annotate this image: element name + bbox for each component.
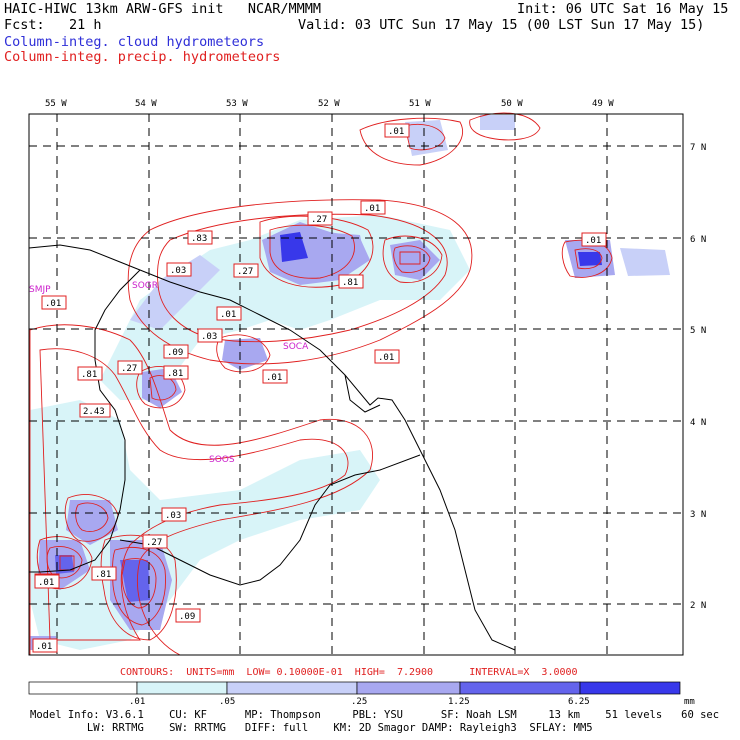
- colorbar-segment: [356, 681, 461, 695]
- colorbar-segment: [459, 681, 581, 695]
- colorbar-ticks: .01 .05 .25 1.25 6.25 mm: [129, 697, 695, 707]
- contour-label-box: [175, 608, 201, 623]
- contour-label: .27: [237, 267, 253, 277]
- contour-label: .01: [388, 127, 404, 137]
- colorbar-segment: [579, 681, 681, 695]
- colorbar-tick: .05: [219, 697, 235, 707]
- station-smjp: SMJP: [29, 285, 51, 295]
- contour-label: .27: [146, 538, 162, 548]
- station-soos: SOOS: [209, 455, 235, 465]
- station-labels: SMJP SOGR SOCA SOOS: [29, 281, 309, 465]
- contour-label: .27: [311, 215, 327, 225]
- lat-label: 6 N: [690, 235, 706, 245]
- contour-label-box: [338, 274, 364, 289]
- contour-label: .03: [165, 511, 181, 521]
- cloud-hydrometeor-shading: [30, 115, 670, 650]
- colorbar-units: mm: [684, 697, 695, 707]
- lat-label: 3 N: [690, 510, 706, 520]
- contour-label: .27: [121, 364, 137, 374]
- lon-label: 53 W: [226, 99, 248, 109]
- contour-label-box: [216, 306, 242, 321]
- lon-label: 55 W: [45, 99, 67, 109]
- contour-label-box: [360, 200, 386, 215]
- contour-label-box: [32, 638, 58, 653]
- colorbar-segment: [136, 681, 228, 695]
- contour-label-box: [77, 366, 103, 381]
- coastline: [28, 244, 516, 651]
- contour-label: .01: [266, 373, 282, 383]
- contour-label: .01: [36, 642, 52, 652]
- contour-label: .01: [378, 353, 394, 363]
- contour-label: .01: [45, 299, 61, 309]
- init-time: Init: 06 UTC Sat 16 May 15: [517, 1, 729, 17]
- contour-label: .81: [95, 570, 111, 580]
- legend-precip-hydrometeors: Column-integ. precip. hydrometeors: [4, 49, 281, 65]
- contour-label-box: [581, 232, 607, 247]
- lon-label: 51 W: [409, 99, 431, 109]
- lon-label: 52 W: [318, 99, 340, 109]
- contour-label: .81: [81, 370, 97, 380]
- lat-label: 7 N: [690, 143, 706, 153]
- longitude-labels: 55 W 54 W 53 W 52 W 51 W 50 W 49 W: [45, 99, 614, 109]
- colorbar-tick: 1.25: [448, 697, 470, 707]
- lat-label: 2 N: [690, 601, 706, 611]
- contour-label: .03: [201, 332, 217, 342]
- map-frame: [28, 113, 684, 656]
- contour-label-box: [374, 349, 400, 364]
- contour-label: .09: [167, 348, 183, 358]
- forecast-hour: Fcst: 21 h: [4, 17, 102, 33]
- model-info-line1: Model Info: V3.6.1 CU: KF MP: Thompson P…: [30, 709, 720, 721]
- contour-label: .01: [585, 236, 601, 246]
- contour-label-box: [142, 534, 168, 549]
- contour-label-box: [166, 262, 192, 277]
- station-soca: SOCA: [283, 342, 309, 352]
- station-sogr: SOGR: [132, 281, 158, 291]
- colorbar-tick: .25: [351, 697, 367, 707]
- contour-label: .81: [167, 369, 183, 379]
- lat-label: 5 N: [690, 326, 706, 336]
- contour-label: .03: [170, 266, 186, 276]
- contour-value-labels: .01 .01 .27 .01 .83 .01 .03 .27 .81 .01 .01 .03 .09.…: [32, 123, 607, 653]
- contour-label-box: [117, 360, 143, 375]
- model-info-line2: LW: RRTMG SW: RRTMG DIFF: full KM: 2D Sm…: [30, 722, 593, 734]
- colorbar-tick: 6.25: [568, 697, 590, 707]
- colorbar-segment: [28, 681, 138, 695]
- contour-label-box: [187, 230, 213, 245]
- contour-label-box: [307, 211, 333, 226]
- contour-label-box: [34, 574, 60, 589]
- contour-label: 2.43: [83, 407, 105, 417]
- contour-label: .81: [342, 278, 358, 288]
- colorbar-tick: .01: [129, 697, 145, 707]
- title-left: HAIC-HIWC 13km ARW-GFS init NCAR/MMMM: [4, 1, 321, 17]
- contour-label-box: [161, 507, 187, 522]
- contour-label-box: [79, 403, 111, 418]
- contour-label: .01: [364, 204, 380, 214]
- contour-label-box: [384, 123, 410, 138]
- contour-label-box: [262, 369, 288, 384]
- contour-info: CONTOURS: UNITS=mm LOW= 0.10000E-01 HIGH…: [120, 667, 578, 678]
- legend-cloud-hydrometeors: Column-integ. cloud hydrometeors: [4, 34, 265, 50]
- contour-label-box: [163, 365, 189, 380]
- latitude-labels: 7 N 6 N 5 N 4 N 3 N 2 N: [690, 143, 706, 611]
- colorbar-segment: [226, 681, 358, 695]
- lon-label: 50 W: [501, 99, 523, 109]
- contour-label-box: [163, 344, 189, 359]
- contour-label-box: [233, 263, 259, 278]
- lat-lon-grid: [29, 114, 683, 655]
- valid-time: Valid: 03 UTC Sun 17 May 15 (00 LST Sun …: [298, 17, 705, 33]
- contour-label: .83: [191, 234, 207, 244]
- contour-label: .01: [38, 578, 54, 588]
- contour-label-box: [91, 566, 117, 581]
- contour-label: .09: [179, 612, 195, 622]
- contour-label: .01: [220, 310, 236, 320]
- lat-label: 4 N: [690, 418, 706, 428]
- lon-label: 49 W: [592, 99, 614, 109]
- contour-label-box: [41, 295, 67, 310]
- contour-label-box: [197, 328, 223, 343]
- lon-label: 54 W: [135, 99, 157, 109]
